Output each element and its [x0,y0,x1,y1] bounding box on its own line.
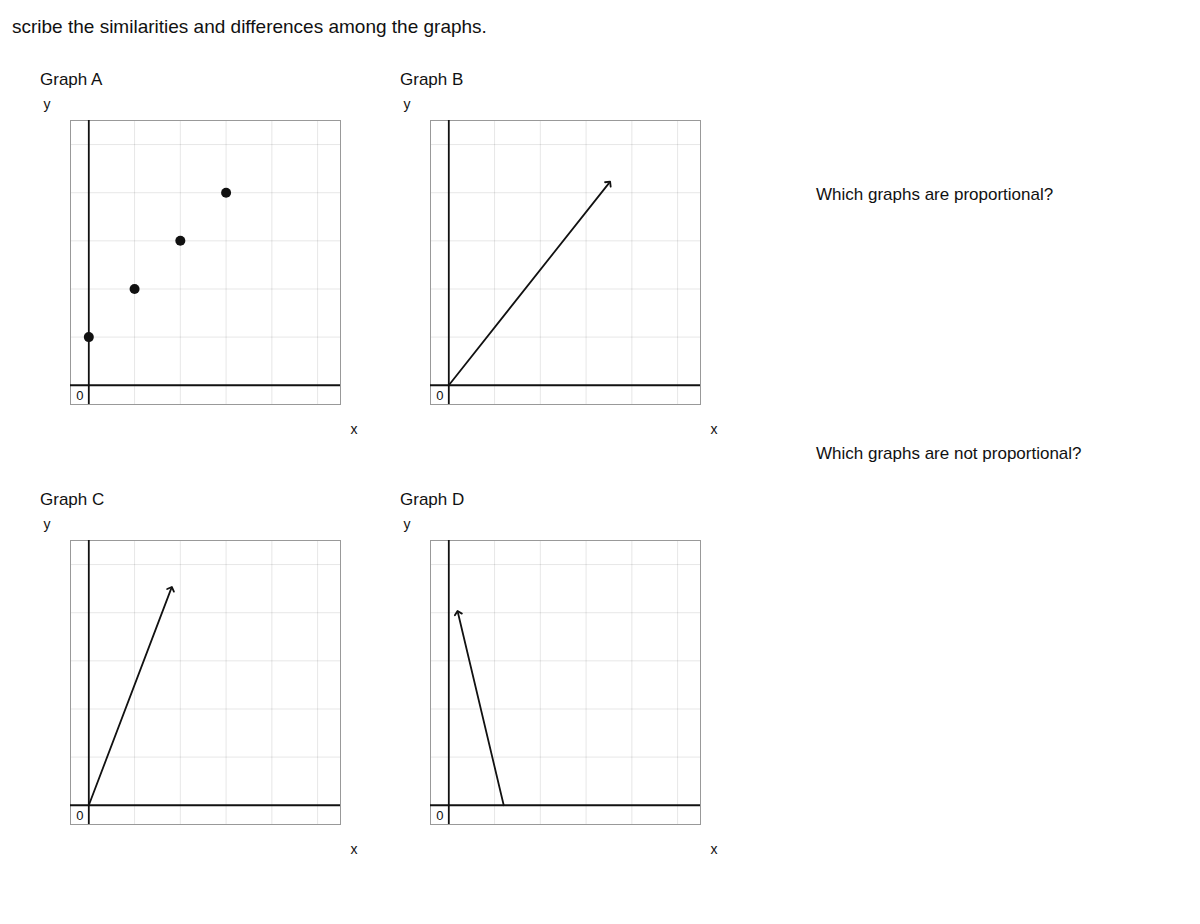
svg-text:y: y [44,516,51,532]
svg-text:y: y [404,96,411,112]
svg-text:x: x [711,421,718,437]
svg-text:x: x [711,841,718,857]
html-text:Graph A: Graph A [40,70,103,89]
svg-text:0: 0 [436,388,443,403]
html-text:Graph D: Graph D [400,490,465,509]
svg-text:0: 0 [76,388,83,403]
html-text:Graph C: Graph C [40,490,105,509]
svg-text:y: y [44,96,51,112]
svg-text:0: 0 [76,808,83,823]
svg-text:x: x [351,421,358,437]
svg-text:y: y [404,516,411,532]
html-text:Which graphs are proportional?: Which graphs are proportional? [816,185,1054,204]
html-text:Which graphs are not proportio: Which graphs are not proportional? [816,444,1082,463]
svg-text:0: 0 [436,808,443,823]
svg-text:x: x [351,841,358,857]
html-text:scribe the similarities and di: scribe the similarities and differences … [12,16,487,37]
html-text:Graph B: Graph B [400,70,464,89]
